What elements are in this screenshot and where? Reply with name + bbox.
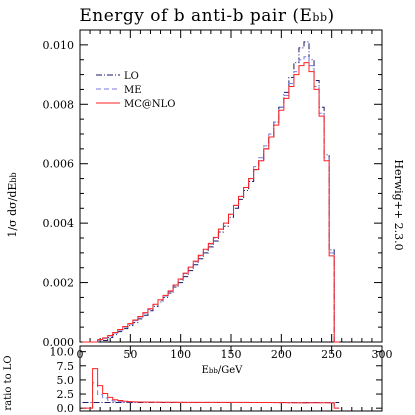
ratio-tick-label: 2.5 [57,388,75,401]
x-tick-label: 200 [271,348,292,361]
x-tick-label: 300 [372,348,393,361]
y-tick-label: 0.000 [43,336,75,349]
ratio-line-mcnlo [82,368,340,409]
y-tick-label: 0.002 [43,277,75,290]
x-tick-label: 0 [77,348,84,361]
x-axis-label: Ebb/GeV [202,365,244,376]
x-tick-label: 150 [221,348,242,361]
y-axis-label: 1/σ dσ/dEbb [6,172,19,237]
x-tick-label: 50 [123,348,137,361]
chart-title: Energy of b anti-b pair (Ebb) [79,6,334,26]
generator-label: Herwig++ 2.3.0 [392,159,405,250]
legend-label-lo: LO [124,71,139,82]
ratio-axis-label: ratio to LO [3,355,14,410]
ratio-tick-label: 0.0 [57,402,75,415]
ratio-tick-label: 10.0 [50,346,75,359]
legend: LO ME MC@NLO [96,71,175,110]
legend-label-me: ME [124,85,142,96]
series-line-lo [82,41,340,343]
ratio-tick-label: 7.5 [57,360,75,373]
x-tick-label: 250 [321,348,342,361]
x-tick-label: 100 [170,348,191,361]
series-line-mcnlo [82,62,340,343]
series-line-me [82,56,340,343]
ratio-tick-label: 5.0 [57,374,75,387]
y-tick-label: 0.006 [43,158,75,171]
y-tick-label: 0.008 [43,98,75,111]
ratio-line-me [82,382,340,409]
y-tick-label: 0.010 [43,39,75,52]
y-tick-label: 0.004 [43,217,75,230]
legend-label-mcatnlo: MC@NLO [124,99,175,110]
